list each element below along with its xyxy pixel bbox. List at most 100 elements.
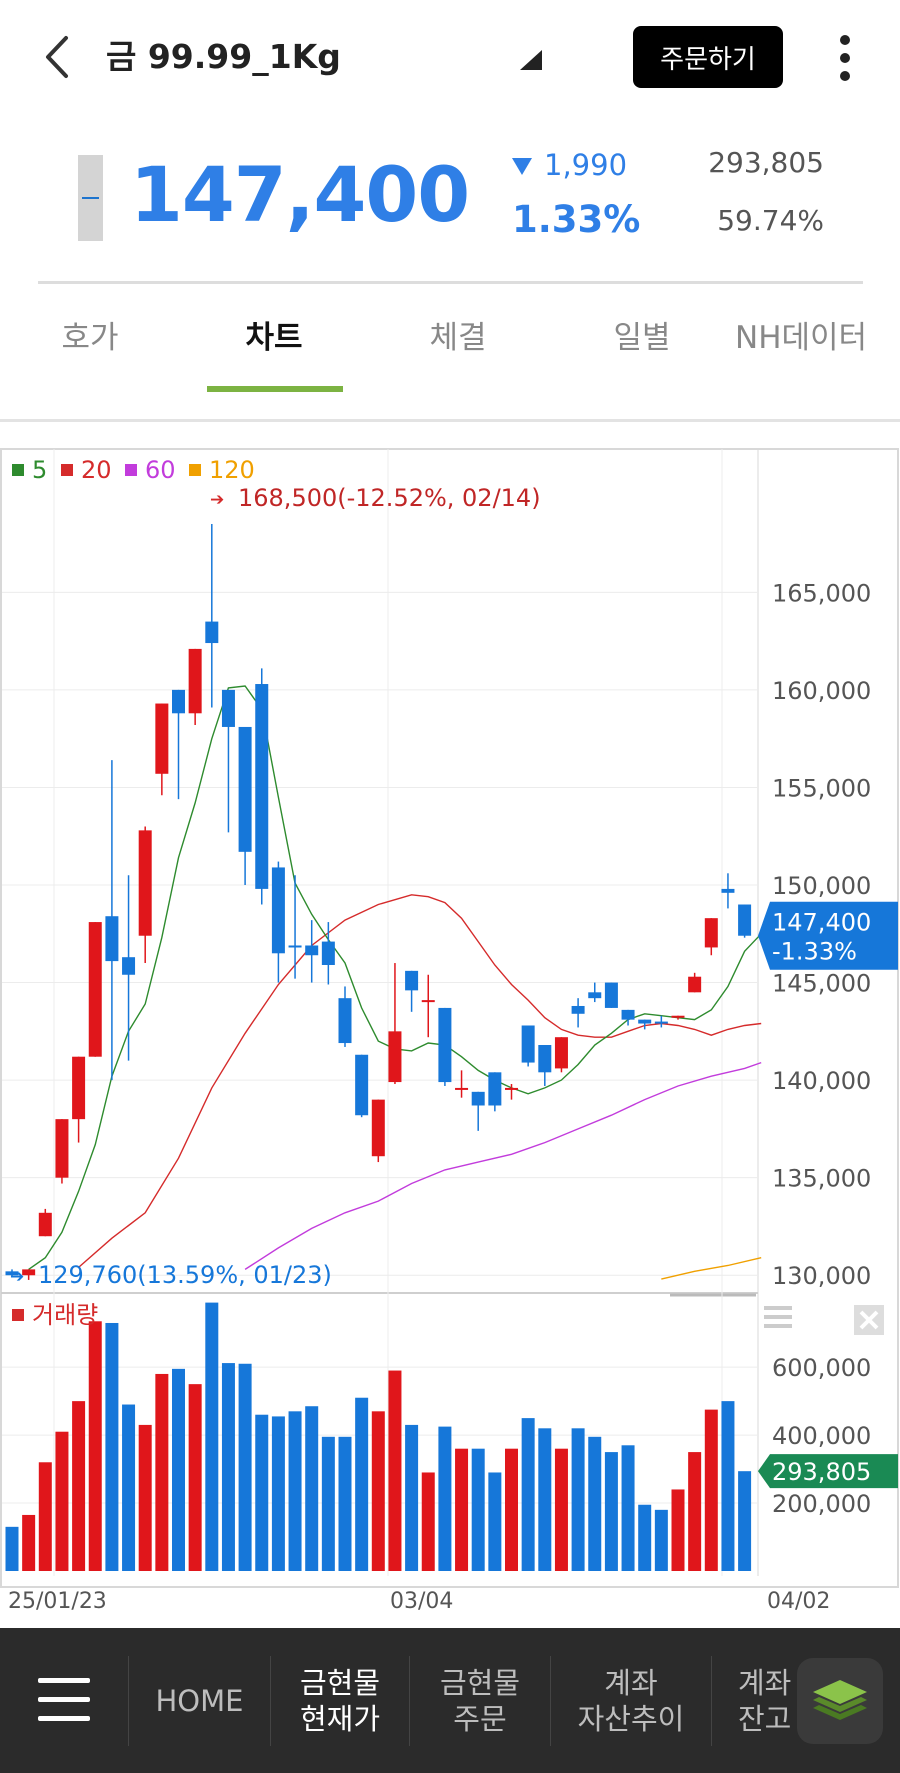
nav-label-line2: 주문 bbox=[453, 1701, 507, 1736]
candle-body bbox=[405, 970, 419, 991]
more-vertical-icon[interactable] bbox=[830, 34, 860, 82]
nav-label-line1: 금현물 bbox=[299, 1665, 381, 1700]
volume-bar bbox=[455, 1448, 469, 1571]
candle-body bbox=[338, 998, 352, 1044]
volume-bar bbox=[421, 1472, 435, 1571]
legend-swatch bbox=[189, 464, 201, 476]
nav-label-line2: 자산추이 bbox=[577, 1701, 685, 1736]
volume-bar bbox=[22, 1514, 36, 1571]
y-tick-label: 140,000 bbox=[772, 1067, 871, 1095]
nav-gold-spot-price[interactable]: 금현물 현재가 bbox=[271, 1628, 409, 1773]
tab-chart[interactable]: 차트 bbox=[245, 320, 303, 356]
nav-account-balance[interactable]: 계좌 잔고 bbox=[712, 1628, 820, 1773]
tab-trades[interactable]: 체결 bbox=[429, 320, 487, 356]
current-price-label: 147,400 bbox=[772, 909, 871, 937]
candle-body bbox=[38, 1212, 52, 1237]
down-triangle-icon bbox=[512, 158, 532, 175]
menu-icon[interactable] bbox=[38, 1678, 90, 1722]
volume-bar bbox=[138, 1424, 152, 1571]
candle-body bbox=[72, 1056, 86, 1120]
volume-bar bbox=[321, 1436, 335, 1571]
divider bbox=[38, 281, 863, 284]
volume-bar bbox=[271, 1416, 285, 1571]
volume-bar bbox=[238, 1363, 252, 1571]
y-tick-label: 150,000 bbox=[772, 872, 871, 900]
candle-body bbox=[271, 867, 285, 954]
candle-body bbox=[172, 689, 185, 714]
volume-bar bbox=[288, 1411, 302, 1571]
nav-gold-spot-order[interactable]: 금현물 주문 bbox=[410, 1628, 550, 1773]
app-header: 금 99.99_1Kg 주문하기 bbox=[0, 0, 900, 115]
candle-body bbox=[471, 1091, 485, 1106]
nav-account-asset-trend[interactable]: 계좌 자산추이 bbox=[551, 1628, 711, 1773]
y-tick-label: 155,000 bbox=[772, 774, 871, 802]
y-tick-label: 130,000 bbox=[772, 1262, 871, 1290]
candle-body bbox=[105, 916, 119, 962]
price-change: 1,990 bbox=[544, 148, 628, 182]
order-button[interactable]: 주문하기 bbox=[633, 26, 783, 88]
volume-bar bbox=[471, 1448, 485, 1571]
volume-current-tag bbox=[758, 1454, 898, 1489]
volume-bar bbox=[355, 1397, 369, 1571]
layers-icon[interactable] bbox=[797, 1658, 883, 1744]
volume-ratio: 59.74% bbox=[717, 204, 824, 237]
active-tab-indicator bbox=[207, 386, 343, 392]
candle-body bbox=[188, 648, 202, 714]
candle-body bbox=[205, 621, 219, 644]
candle-body bbox=[521, 1025, 535, 1063]
arrow-icon: ➔ bbox=[10, 1267, 24, 1287]
current-rate-label: -1.33% bbox=[772, 938, 857, 966]
candle-body bbox=[421, 1000, 435, 1003]
volume-bar bbox=[5, 1526, 19, 1571]
ma60-line bbox=[244, 1061, 762, 1270]
change-rate: 1.33% bbox=[512, 198, 641, 241]
candle-body bbox=[55, 1119, 69, 1178]
y-tick-label: 145,000 bbox=[772, 970, 871, 998]
volume-bar bbox=[255, 1414, 269, 1571]
chart-frame bbox=[0, 448, 899, 1588]
volume-bar bbox=[621, 1445, 635, 1571]
nav-label-line1: 계좌 bbox=[604, 1665, 658, 1700]
candle-body bbox=[305, 945, 319, 956]
y-tick-label: 165,000 bbox=[772, 579, 871, 607]
tab-hoga[interactable]: 호가 bbox=[61, 320, 119, 356]
candle-body bbox=[321, 941, 335, 965]
nav-home[interactable]: HOME bbox=[129, 1628, 270, 1773]
tab-daily[interactable]: 일별 bbox=[613, 320, 671, 356]
candle-body bbox=[488, 1072, 502, 1106]
legend-swatch bbox=[12, 1309, 24, 1321]
legend-swatch bbox=[125, 464, 137, 476]
dropdown-triangle-icon[interactable] bbox=[520, 50, 542, 70]
price-chart[interactable]: 165,000 160,000 155,000 150,000 145,000 140,0… bbox=[0, 448, 900, 1628]
current-price: 147,400 bbox=[130, 150, 470, 239]
volume-bar bbox=[305, 1406, 319, 1571]
chevron-left-icon[interactable] bbox=[38, 32, 78, 82]
volume-bar bbox=[538, 1428, 552, 1571]
candle-body bbox=[721, 888, 735, 893]
high-annotation: 168,500(-12.52%, 02/14) bbox=[238, 484, 541, 512]
candle-body bbox=[571, 1005, 585, 1014]
price-range-indicator bbox=[78, 155, 103, 241]
candle-body bbox=[221, 689, 235, 727]
volume-bar bbox=[654, 1509, 668, 1571]
volume-bar bbox=[738, 1471, 752, 1571]
volume-bar bbox=[388, 1370, 402, 1571]
volume-bar bbox=[72, 1401, 86, 1571]
volume-bar bbox=[371, 1411, 385, 1571]
candle-body bbox=[604, 982, 618, 1008]
candle-body bbox=[638, 1019, 652, 1024]
y-tick-label: 160,000 bbox=[772, 677, 871, 705]
volume-bar bbox=[571, 1428, 585, 1571]
volume-bar bbox=[721, 1401, 735, 1571]
nav-label-line2: 현재가 bbox=[299, 1701, 381, 1736]
volume-bar bbox=[505, 1448, 518, 1571]
candle-body bbox=[538, 1045, 552, 1073]
legend-swatch bbox=[12, 464, 24, 476]
volume-bar bbox=[438, 1426, 452, 1571]
volume-bar bbox=[704, 1409, 718, 1571]
nav-home-label: HOME bbox=[155, 1683, 244, 1718]
candle-body bbox=[255, 684, 269, 889]
tab-nh-data[interactable]: NH데이터 bbox=[735, 320, 868, 356]
volume-bar bbox=[671, 1489, 685, 1571]
volume-bar bbox=[38, 1462, 52, 1571]
